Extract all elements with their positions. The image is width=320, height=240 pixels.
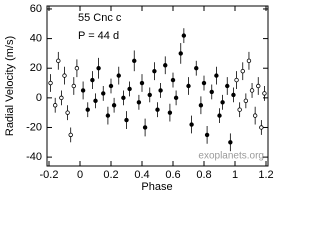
data-point [167, 110, 173, 115]
data-point [105, 113, 111, 118]
data-point [194, 66, 199, 71]
data-point [228, 140, 233, 145]
data-point [136, 100, 142, 105]
data-point [127, 86, 132, 92]
data-point [155, 107, 160, 112]
data-point [142, 125, 148, 130]
annotation: P = 44 d [78, 30, 119, 42]
data-point [252, 113, 258, 118]
data-point [237, 107, 242, 112]
data-point [214, 73, 219, 78]
data-point [256, 83, 261, 89]
data-point [116, 73, 121, 78]
data-point [198, 103, 204, 108]
y-tick-label: 60 [30, 3, 42, 15]
data-point [65, 110, 70, 115]
data-point [173, 95, 179, 101]
data-point [124, 117, 129, 123]
data-point [231, 92, 236, 98]
data-point [121, 95, 126, 101]
y-tick-label: -40 [26, 151, 42, 163]
plot-frame [46, 5, 269, 167]
data-point [217, 113, 222, 118]
y-tick-label: -20 [26, 121, 42, 133]
x-tick-label: 0.6 [165, 169, 180, 181]
x-tick-label: 0.2 [103, 169, 118, 181]
data-point [259, 125, 264, 130]
data-point [152, 68, 157, 74]
y-tick-label: 0 [36, 92, 42, 104]
data-point [53, 103, 58, 108]
data-point [220, 100, 225, 105]
data-point [71, 83, 76, 89]
x-tick-label: 1.2 [258, 169, 273, 181]
y-tick-label: 40 [30, 32, 42, 44]
data-point [132, 58, 137, 64]
data-point [59, 95, 64, 101]
data-point [178, 51, 183, 56]
data-point [139, 80, 145, 86]
data-point [225, 83, 230, 89]
data-point [204, 132, 210, 138]
data-point [170, 77, 176, 83]
x-tick-label: 0.8 [196, 169, 211, 181]
x-tick-label: 0 [77, 169, 83, 181]
data-point [93, 98, 98, 104]
data-point [243, 98, 249, 104]
x-tick-label: 0.4 [134, 169, 149, 181]
watermark: exoplanets.org [198, 151, 264, 162]
data-point [56, 58, 61, 64]
chart: 55 Cnc c P = 44 d exoplanets.org Phase R… [4, 3, 274, 193]
data-point [62, 73, 67, 78]
data-point [246, 58, 252, 64]
data-point [189, 122, 194, 127]
data-point [90, 77, 95, 83]
x-tick-label: 1 [232, 169, 238, 181]
data-point [249, 88, 255, 93]
data-point [147, 92, 152, 98]
data-point [163, 63, 168, 68]
annotation: 55 Cnc c [78, 12, 122, 24]
x-tick-label: -0.2 [40, 169, 59, 181]
data-point [68, 132, 73, 138]
data-point [80, 88, 86, 93]
y-axis-label: Radial Velocity (m/s) [4, 36, 16, 136]
data-point [48, 80, 53, 86]
data-point [111, 103, 117, 108]
data-point [158, 88, 163, 93]
x-axis-label: Phase [141, 181, 172, 193]
data-point [234, 77, 239, 83]
y-tick-label: 20 [30, 62, 42, 74]
data-point [240, 68, 245, 74]
data-point [201, 80, 207, 86]
data-point [108, 83, 114, 89]
data-point [209, 89, 214, 95]
data-point [96, 66, 101, 71]
data-point [186, 83, 191, 89]
data-point [101, 91, 106, 96]
data-point [262, 91, 267, 96]
data-point [74, 66, 80, 71]
data-point [85, 107, 90, 112]
data-point [181, 33, 187, 38]
